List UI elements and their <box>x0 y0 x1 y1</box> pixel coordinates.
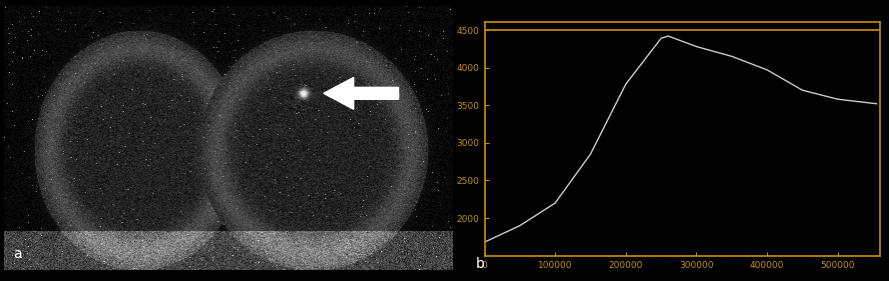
FancyArrow shape <box>324 77 398 109</box>
Text: b: b <box>476 257 485 271</box>
Text: a: a <box>13 246 22 260</box>
